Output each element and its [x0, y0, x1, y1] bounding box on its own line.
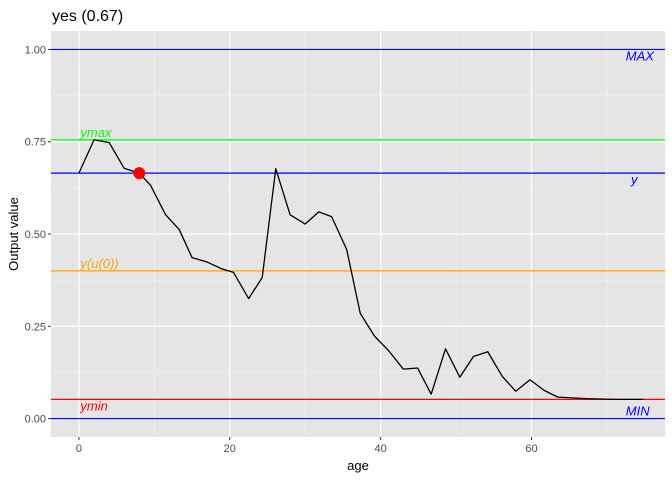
- x-axis: 0 20 40 60: [76, 437, 538, 455]
- highlight-points: [133, 167, 146, 180]
- series-line: [78, 139, 644, 400]
- x-tick-label: 60: [525, 443, 537, 455]
- y-tick-label: 0.75: [25, 137, 46, 149]
- reference-label: ymin: [79, 398, 107, 413]
- x-axis-title: age: [347, 458, 369, 473]
- reference-label: y: [630, 172, 639, 187]
- y-axis-title: Output value: [6, 197, 21, 271]
- reference-label: MAX: [626, 48, 656, 63]
- major-gridlines: [51, 31, 665, 437]
- y-tick-label: 0.50: [25, 229, 46, 241]
- reference-label: MIN: [626, 404, 650, 419]
- y-tick-label: 0.25: [25, 321, 46, 333]
- y-axis: 0.00 0.25 0.50 0.75 1.00: [25, 44, 51, 426]
- reference-label: y(u(0)): [79, 256, 118, 271]
- y-tick-label: 0.00: [25, 414, 46, 426]
- reference-labels: MAX ymax y y(u(0)) ymin MIN: [79, 48, 655, 418]
- reference-lines: [51, 48, 665, 420]
- x-tick-label: 40: [375, 443, 387, 455]
- x-tick-label: 20: [224, 443, 236, 455]
- chart-title: yes (0.67): [52, 8, 123, 25]
- y-tick-label: 1.00: [25, 44, 46, 56]
- reference-label: ymax: [79, 125, 112, 140]
- series-lines: [78, 139, 644, 400]
- x-tick-label: 0: [76, 443, 82, 455]
- highlight-point: [133, 167, 146, 180]
